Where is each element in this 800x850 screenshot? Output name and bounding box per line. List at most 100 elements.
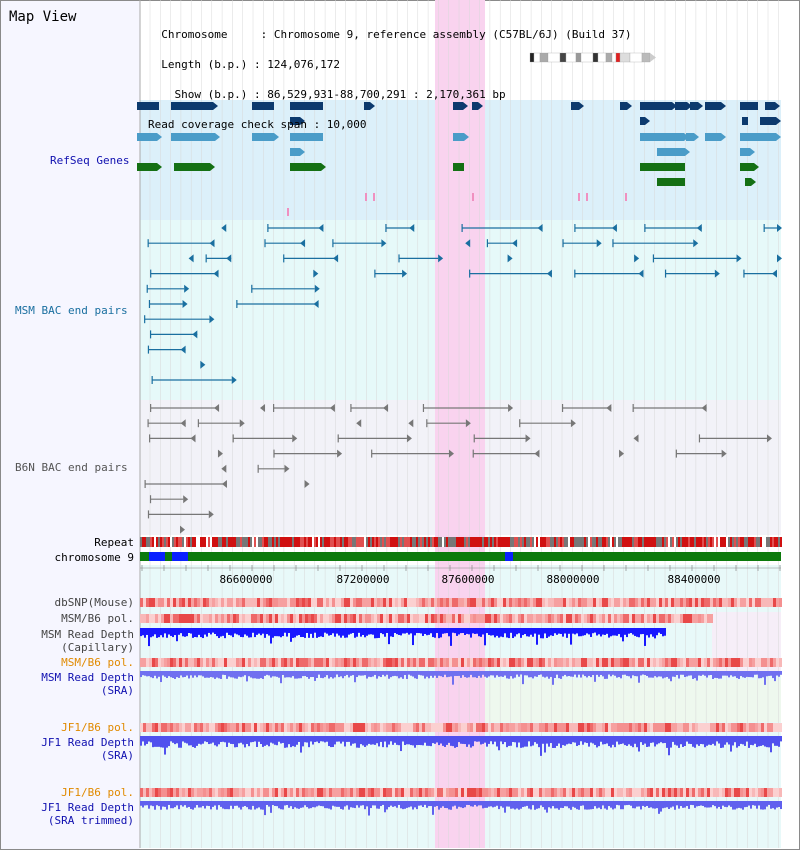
msm-depth-sra-bar: [622, 671, 624, 675]
track-label-msm-depth-sra[interactable]: MSM Read Depth (SRA): [41, 671, 134, 697]
jf1-depth-trim-bar: [758, 801, 760, 806]
repeat-element: [322, 537, 324, 547]
track-label-msm-bac[interactable]: MSM BAC end pairs: [15, 304, 128, 317]
repeat-element: [422, 537, 424, 547]
msm-depth-cap-bar: [464, 628, 466, 635]
repeat-element: [726, 537, 728, 547]
msm-depth-sra-bar: [536, 671, 538, 677]
repeat-element: [456, 537, 458, 547]
msm-b6-pol-cap-heat-cell: [323, 614, 326, 623]
msm-depth-sra-bar: [686, 671, 688, 677]
repeat-element: [362, 537, 364, 547]
msm-depth-cap-bar: [186, 628, 188, 637]
track-label-msm-b6-pol-sra[interactable]: MSM/B6 pol.: [61, 656, 134, 669]
jf1-b6-pol-heat-cell: [191, 723, 194, 732]
jf1-depth-sra-bar: [618, 736, 620, 745]
jf1-b6-pol-heat-cell: [473, 723, 476, 732]
jf1-depth-trim-bar: [266, 801, 268, 805]
jf1-depth-trim-bar: [674, 801, 676, 810]
jf1-depth-sra-bar: [450, 736, 452, 746]
jf1-b6-pol-trim-heat-cell: [695, 788, 698, 797]
track-label-jf1-depth-sra[interactable]: JF1 Read Depth (SRA): [41, 736, 134, 762]
jf1-b6-pol-trim-heat-cell: [752, 788, 755, 797]
jf1-depth-sra-bar: [412, 736, 414, 746]
repeat-element: [516, 537, 518, 547]
msm-b6-pol-sra-heat-cell: [731, 658, 734, 667]
jf1-depth-trim-bar: [550, 801, 552, 809]
jf1-b6-pol-trim-heat-cell: [587, 788, 590, 797]
refseq-small-feature: [287, 208, 289, 216]
msm-depth-cap-bar: [552, 628, 554, 636]
track-label-msm-b6-pol-cap[interactable]: MSM/B6 pol.: [61, 612, 134, 625]
msm-depth-sra-bar: [186, 671, 188, 676]
msm-b6-pol-sra-heat-cell: [419, 658, 422, 667]
refseq-gene-block: [740, 148, 750, 156]
track-label-b6n-bac[interactable]: B6N BAC end pairs: [15, 461, 128, 474]
dbsnp-heat-cell: [584, 598, 587, 607]
repeat-element: [292, 537, 294, 547]
jf1-b6-pol-heat-cell: [779, 723, 782, 732]
msm-depth-cap-bar: [618, 628, 620, 635]
dbsnp-heat-cell: [242, 598, 245, 607]
track-label-msm-depth-cap[interactable]: MSM Read Depth (Capillary): [41, 628, 134, 654]
jf1-depth-sra-bar: [192, 736, 194, 747]
repeat-element: [748, 537, 750, 547]
track-label-jf1-depth-trim[interactable]: JF1 Read Depth (SRA trimmed): [41, 801, 134, 827]
dbsnp-heat-cell: [227, 598, 230, 607]
repeat-element: [272, 537, 274, 547]
msm-bac-pair-end-arrow: [638, 269, 644, 278]
msm-b6-pol-sra-heat-cell: [665, 658, 668, 667]
msm-depth-sra-bar: [550, 671, 552, 677]
msm-depth-cap-bar: [382, 628, 384, 635]
jf1-b6-pol-trim-heat-cell: [494, 788, 497, 797]
jf1-b6-pol-trim-heat-cell: [554, 788, 557, 797]
jf1-b6-pol-trim-heat-cell: [455, 788, 458, 797]
msm-b6-pol-cap-heat-cell: [314, 614, 317, 623]
track-label-dbsnp[interactable]: dbSNP(Mouse): [54, 596, 134, 609]
track-label-jf1-b6-pol[interactable]: JF1/B6 pol.: [61, 721, 134, 734]
jf1-depth-sra-bar: [546, 736, 548, 744]
jf1-b6-pol-trim-heat-cell: [239, 788, 242, 797]
msm-b6-pol-cap-heat-cell: [440, 614, 443, 623]
jf1-b6-pol-heat-cell: [362, 723, 365, 732]
jf1-depth-sra-bar: [536, 736, 538, 744]
track-label-jf1-b6-pol-trim[interactable]: JF1/B6 pol.: [61, 786, 134, 799]
jf1-depth-trim-bar: [178, 801, 180, 810]
jf1-b6-pol-trim-heat-cell: [749, 788, 752, 797]
jf1-depth-trim-bar: [144, 801, 146, 806]
msm-depth-cap-bar: [264, 628, 266, 638]
jf1-depth-trim-bar: [412, 801, 414, 810]
dbsnp-heat-cell: [608, 598, 611, 607]
msm-depth-sra-bar: [184, 671, 186, 677]
msm-b6-pol-sra-heat-cell: [269, 658, 272, 667]
dbsnp-heat-cell: [713, 598, 716, 607]
repeat-element: [724, 537, 726, 547]
jf1-depth-sra-bar: [142, 736, 144, 742]
msm-depth-cap-bar: [304, 628, 306, 638]
repeat-element: [264, 537, 266, 547]
track-label-refseq[interactable]: RefSeq Genes: [50, 154, 130, 167]
jf1-depth-sra-bar: [286, 736, 288, 748]
msm-b6-pol-cap-heat-cell: [188, 614, 191, 623]
repeat-element: [678, 537, 680, 547]
jf1-b6-pol-trim-heat-cell: [716, 788, 719, 797]
jf1-b6-pol-heat-cell: [674, 723, 677, 732]
jf1-depth-trim-bar: [440, 801, 442, 808]
msm-b6-pol-cap-heat-cell: [413, 614, 416, 623]
dbsnp-heat-cell: [617, 598, 620, 607]
jf1-depth-sra-bar: [454, 736, 456, 748]
refseq-gene-block: [290, 102, 323, 110]
msm-b6-pol-sra-heat-cell: [518, 658, 521, 667]
jf1-b6-pol-heat-cell: [215, 723, 218, 732]
dbsnp-heat-cell: [779, 598, 782, 607]
msm-bac-pair-end-arrow: [409, 224, 415, 232]
jf1-depth-sra-bar: [270, 736, 272, 743]
repeat-element: [600, 537, 602, 547]
jf1-depth-trim-bar: [396, 801, 398, 808]
jf1-depth-trim-bar: [434, 801, 436, 807]
msm-depth-cap-bar: [172, 628, 174, 638]
jf1-b6-pol-trim-heat-cell: [521, 788, 524, 797]
refseq-gene-strand-arrow: [269, 102, 274, 110]
msm-depth-sra-bar: [436, 671, 438, 678]
